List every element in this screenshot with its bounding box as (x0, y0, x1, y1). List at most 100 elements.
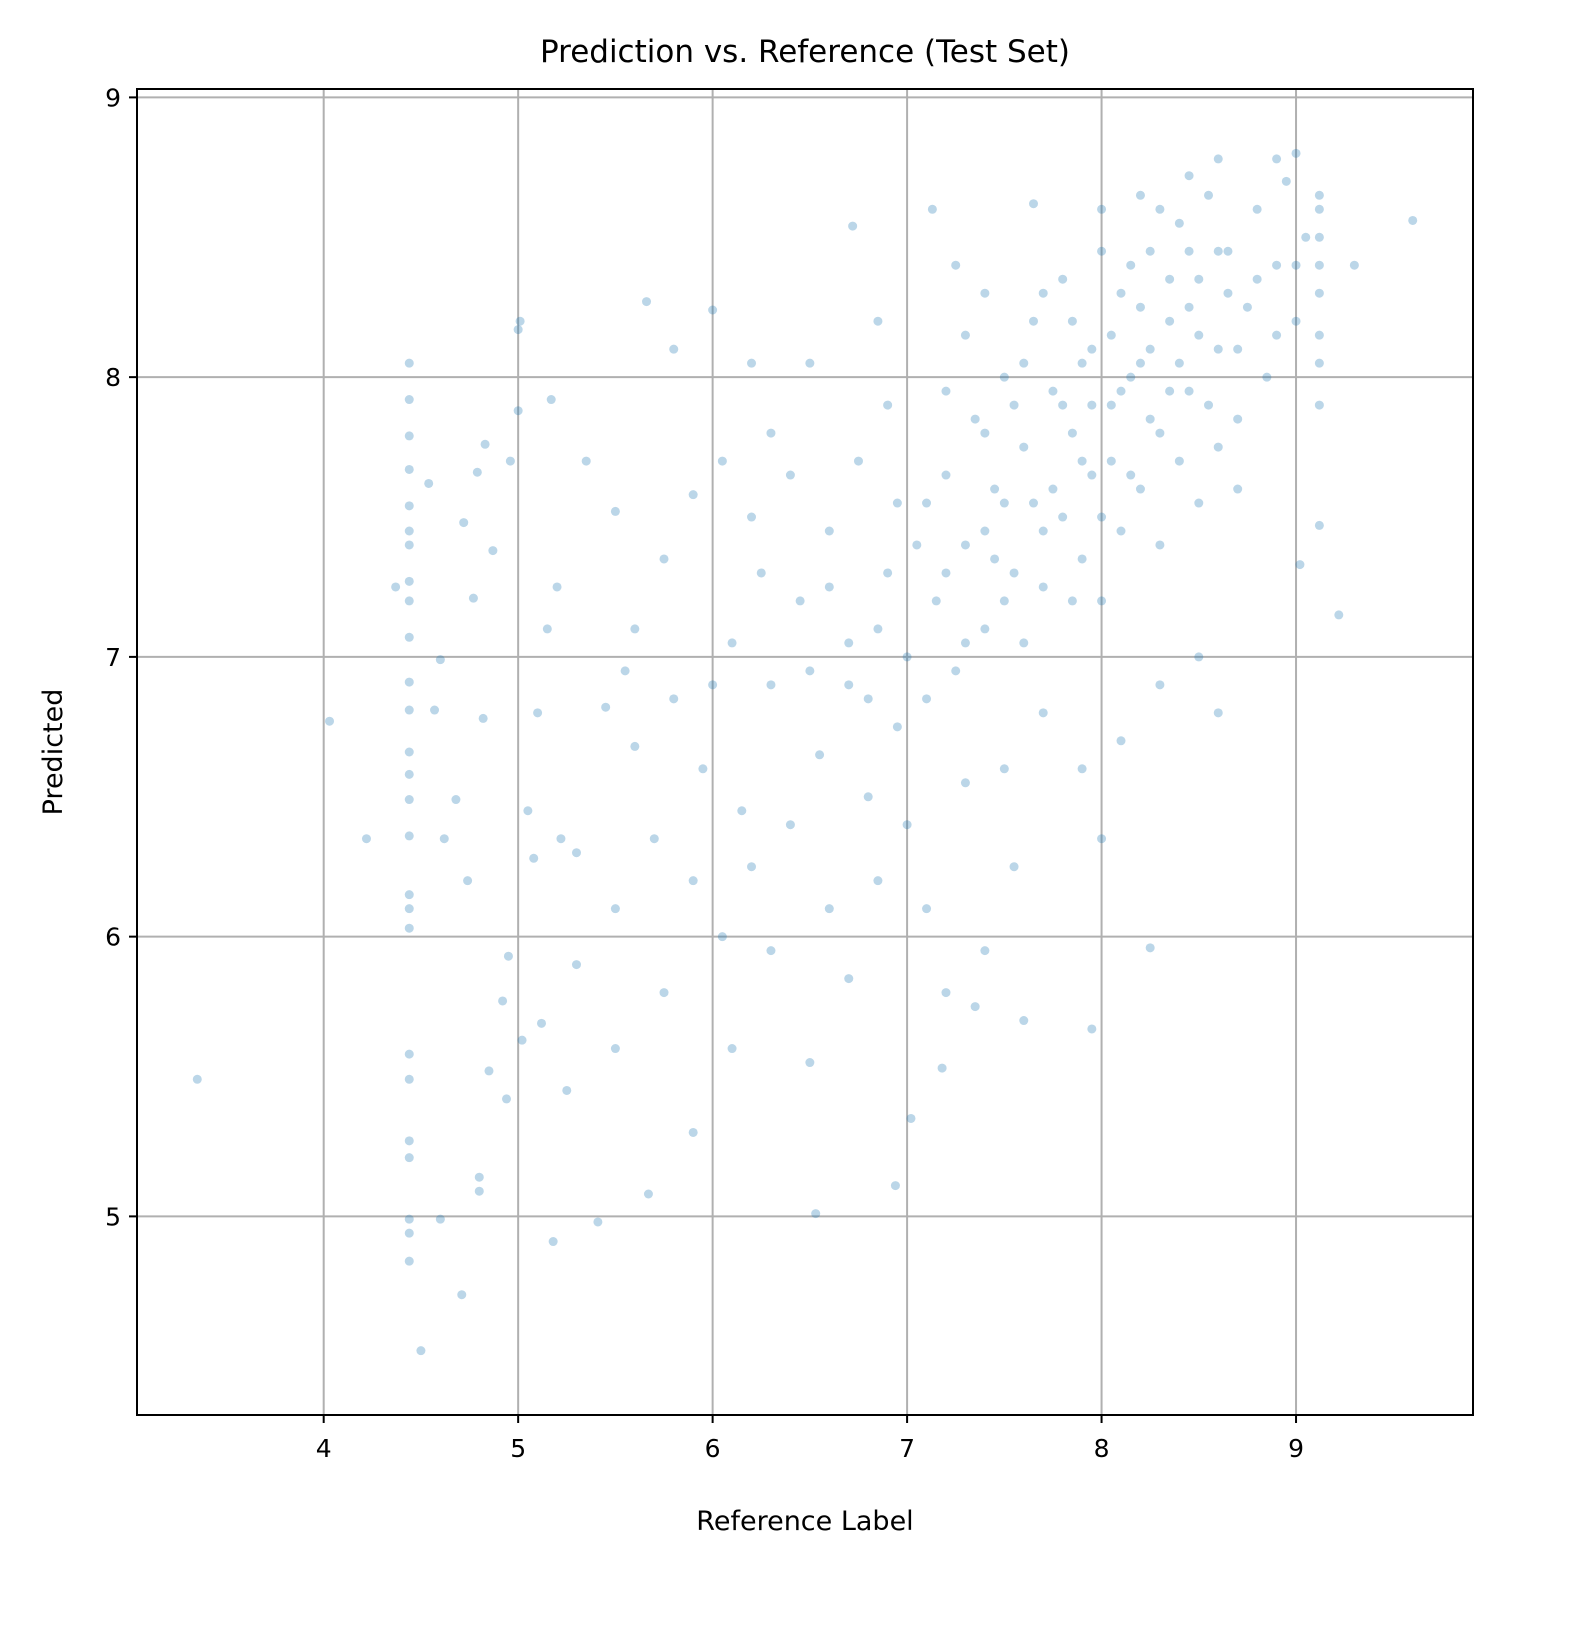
data-point (552, 582, 562, 592)
data-point (1314, 400, 1324, 410)
data-point (1019, 358, 1029, 368)
data-point (727, 1044, 737, 1054)
data-point (498, 996, 508, 1006)
data-point (1145, 943, 1155, 953)
data-point (1314, 190, 1324, 200)
data-point (1009, 862, 1019, 872)
data-point (844, 680, 854, 690)
data-point (990, 484, 1000, 494)
data-point (805, 666, 815, 676)
data-point (659, 988, 669, 998)
data-point (1155, 540, 1165, 550)
data-point (1184, 246, 1194, 256)
data-point (1067, 596, 1077, 606)
data-point (902, 820, 912, 830)
data-point (1058, 274, 1068, 284)
data-point (1077, 456, 1087, 466)
data-point (1314, 260, 1324, 270)
data-point (1213, 708, 1223, 718)
data-point (688, 1127, 698, 1137)
data-point (688, 876, 698, 886)
data-point (1038, 526, 1048, 536)
data-point (404, 1136, 414, 1146)
data-point (416, 1346, 426, 1356)
data-point (960, 330, 970, 340)
data-point (941, 470, 951, 480)
data-point (1233, 344, 1243, 354)
data-point (630, 624, 640, 634)
data-point (999, 498, 1009, 508)
data-point (999, 372, 1009, 382)
data-point (1194, 274, 1204, 284)
data-point (1233, 484, 1243, 494)
data-point (873, 876, 883, 886)
data-point (571, 848, 581, 858)
y-tick-label: 8 (105, 363, 121, 392)
data-point (1184, 386, 1194, 396)
data-point (747, 358, 757, 368)
data-point (404, 431, 414, 441)
data-point (717, 932, 727, 942)
data-point (548, 1237, 558, 1247)
data-point (1067, 316, 1077, 326)
data-point (863, 694, 873, 704)
data-point (404, 395, 414, 405)
data-point (1058, 512, 1068, 522)
data-point (669, 694, 679, 704)
data-point (1301, 232, 1311, 242)
data-point (873, 624, 883, 634)
data-point (1291, 260, 1301, 270)
data-point (1314, 358, 1324, 368)
data-point (1126, 470, 1136, 480)
data-point (708, 680, 718, 690)
data-point (1252, 274, 1262, 284)
data-point (513, 325, 523, 335)
data-point (472, 467, 482, 477)
data-point (1165, 316, 1175, 326)
data-point (1242, 302, 1252, 312)
data-point (1194, 330, 1204, 340)
data-point (1029, 199, 1039, 209)
data-point (404, 526, 414, 536)
data-point (1116, 386, 1126, 396)
data-point (980, 624, 990, 634)
data-point (1077, 358, 1087, 368)
data-point (883, 568, 893, 578)
data-point (1087, 400, 1097, 410)
data-point (404, 795, 414, 805)
data-point (630, 741, 640, 751)
data-point (960, 778, 970, 788)
x-tick-label: 4 (316, 1434, 332, 1463)
data-point (747, 512, 757, 522)
data-point (404, 632, 414, 642)
data-point (1272, 260, 1282, 270)
data-point (501, 1094, 511, 1104)
data-point (980, 428, 990, 438)
data-point (1116, 288, 1126, 298)
data-point (1184, 171, 1194, 181)
data-point (922, 498, 932, 508)
data-point (459, 518, 469, 528)
data-point (601, 702, 611, 712)
data-point (688, 490, 698, 500)
data-point (1204, 190, 1214, 200)
x-tick-label: 7 (899, 1434, 915, 1463)
data-point (1252, 204, 1262, 214)
data-point (873, 316, 883, 326)
data-point (642, 297, 652, 307)
data-point (404, 1214, 414, 1224)
data-point (1106, 400, 1116, 410)
data-point (1126, 260, 1136, 270)
y-tick-label: 5 (105, 1202, 121, 1231)
data-point (1213, 154, 1223, 164)
data-point (844, 974, 854, 984)
data-point (610, 506, 620, 516)
data-point (727, 638, 737, 648)
data-point (474, 1172, 484, 1182)
data-point (404, 890, 414, 900)
data-point (1077, 764, 1087, 774)
data-point (488, 546, 498, 556)
data-point (892, 498, 902, 508)
data-point (1029, 498, 1039, 508)
data-point (404, 1153, 414, 1163)
